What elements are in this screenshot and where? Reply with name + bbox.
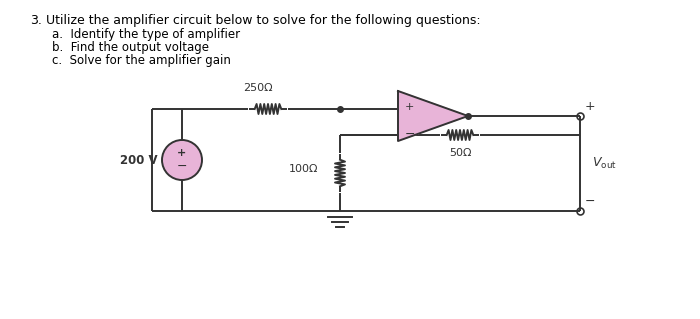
Polygon shape xyxy=(398,91,468,141)
Text: +: + xyxy=(405,102,414,112)
Text: a.  Identify the type of amplifier: a. Identify the type of amplifier xyxy=(52,28,240,41)
Text: −: − xyxy=(405,128,416,140)
Text: Utilize the amplifier circuit below to solve for the following questions:: Utilize the amplifier circuit below to s… xyxy=(42,14,481,27)
Text: +: + xyxy=(585,100,596,113)
Text: 250Ω: 250Ω xyxy=(243,83,273,93)
Text: 100Ω: 100Ω xyxy=(288,164,318,174)
Circle shape xyxy=(162,140,202,180)
Text: 200 V: 200 V xyxy=(120,153,158,167)
Text: 50Ω: 50Ω xyxy=(449,148,471,158)
Text: −: − xyxy=(176,160,188,173)
Text: V$_\mathrm{out}$: V$_\mathrm{out}$ xyxy=(592,156,617,171)
Text: c.  Solve for the amplifier gain: c. Solve for the amplifier gain xyxy=(52,54,231,67)
Text: b.  Find the output voltage: b. Find the output voltage xyxy=(52,41,209,54)
Text: −: − xyxy=(585,195,596,207)
Text: 3.: 3. xyxy=(30,14,42,27)
Text: +: + xyxy=(177,148,187,158)
